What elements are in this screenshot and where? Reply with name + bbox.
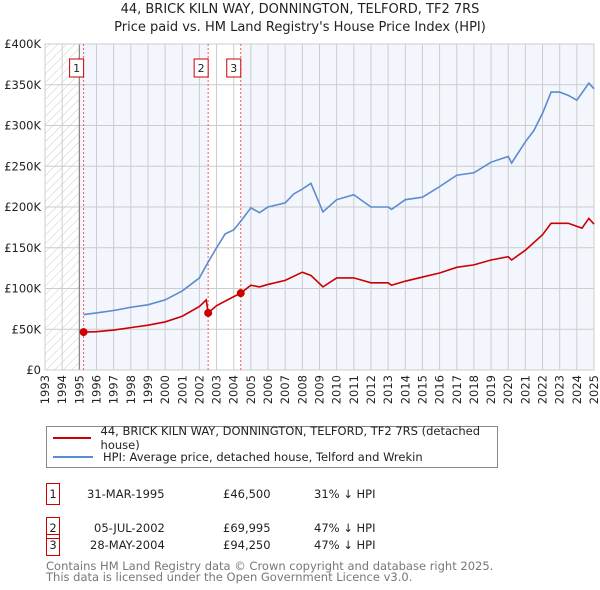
x-tick-label: 1998: [124, 375, 138, 404]
sale-1-point: [79, 328, 88, 337]
y-tick-label: £400K: [4, 37, 41, 51]
sale-hpi: 47% ↓ HPI: [314, 521, 376, 535]
y-tick-label: £100K: [4, 282, 41, 296]
footer-line-2: This data is licensed under the Open Gov…: [46, 570, 413, 584]
sale-marker-2: 2: [46, 517, 60, 539]
legend-swatch-blue: [53, 456, 93, 458]
sale-price: £94,250: [223, 538, 271, 552]
x-tick-label: 2020: [501, 375, 515, 404]
y-tick-label: £250K: [4, 159, 41, 173]
x-tick-label: 2022: [536, 375, 550, 404]
legend-label: HPI: Average price, detached house, Telf…: [103, 450, 423, 464]
sale-marker-3: 3: [46, 534, 60, 556]
footer-attribution: Contains HM Land Registry data © Crown c…: [46, 559, 494, 584]
x-tick-label: 2006: [261, 375, 275, 404]
x-tick-label: 1999: [141, 375, 155, 404]
x-tick-label: 2010: [330, 375, 344, 404]
sale-3-point: [236, 289, 245, 298]
x-tick-label: 2014: [398, 375, 412, 404]
x-tick-label: 1997: [107, 375, 121, 404]
chart-title: 44, BRICK KILN WAY, DONNINGTON, TELFORD,…: [120, 2, 480, 17]
legend-label: 44, BRICK KILN WAY, DONNINGTON, TELFORD,…: [100, 424, 481, 452]
price-chart: 1993 1994 1995 1996 1997 1998 1999 2000 2001 2002…: [4, 37, 600, 404]
legend-item-hpi: HPI: Average price, detached house, Telf…: [53, 448, 423, 466]
x-tick-label: 2017: [450, 375, 464, 404]
property-price-line: [83, 217, 595, 333]
x-tick-label: 2023: [553, 375, 567, 404]
legend: 44, BRICK KILN WAY, DONNINGTON, TELFORD,…: [46, 424, 498, 468]
sale-date: 31-MAR-1995: [87, 487, 165, 501]
x-tick-label: 2007: [278, 375, 292, 404]
sale-row-1: 1 31-MAR-1995 £46,500 31% ↓ HPI: [46, 483, 546, 505]
sale-2-marker-label: 2: [198, 62, 205, 75]
x-tick-label: 1993: [38, 375, 52, 404]
y-tick-label: £150K: [4, 241, 41, 255]
sale-date: 28-MAY-2004: [90, 538, 165, 552]
sale-3-marker-box: [226, 58, 242, 78]
x-tick-label: 1994: [55, 375, 69, 404]
legend-item-property: 44, BRICK KILN WAY, DONNINGTON, TELFORD,…: [53, 424, 497, 452]
x-tick-label: 2012: [364, 375, 378, 404]
x-tick-label: 2003: [210, 375, 224, 404]
x-tick-label: 1995: [72, 375, 86, 404]
sale-hpi: 31% ↓ HPI: [314, 487, 376, 501]
sale-2-marker-box: [193, 58, 209, 78]
x-tick-label: 2018: [467, 375, 481, 404]
sale-hpi: 47% ↓ HPI: [314, 538, 376, 552]
x-tick-label: 2021: [518, 375, 532, 404]
hpi-line: [83, 81, 595, 316]
sale-row-2: 2 05-JUL-2002 £69,995 47% ↓ HPI: [46, 517, 546, 539]
sale-date: 05-JUL-2002: [94, 521, 165, 535]
footer-line-1: Contains HM Land Registry data © Crown c…: [46, 559, 494, 573]
y-tick-label: £350K: [4, 78, 41, 92]
plot-border: [44, 43, 595, 371]
x-tick-label: 2025: [587, 375, 600, 404]
x-tick-label: 2015: [415, 375, 429, 404]
sale-price: £69,995: [223, 521, 271, 535]
x-tick-label: 2016: [433, 375, 447, 404]
sale-1-marker-box: [69, 58, 85, 78]
y-tick-label: £0: [26, 363, 41, 377]
sale-3-marker-label: 3: [230, 62, 237, 75]
sale-marker-1: 1: [46, 483, 60, 505]
x-tick-label: 2019: [484, 375, 498, 404]
sale-1-marker-label: 1: [73, 62, 80, 75]
x-tick-label: 2013: [381, 375, 395, 404]
sale-2-point: [204, 308, 213, 317]
x-tick-label: 2000: [158, 375, 172, 404]
legend-swatch-red: [53, 437, 91, 439]
sale-price: £46,500: [223, 487, 271, 501]
x-tick-label: 2024: [570, 375, 584, 404]
x-tick-label: 2001: [175, 375, 189, 404]
x-tick-label: 2008: [295, 375, 309, 404]
y-tick-label: £200K: [4, 200, 41, 214]
x-tick-label: 2009: [313, 375, 327, 404]
y-tick-label: £300K: [4, 119, 41, 133]
chart-subtitle: Price paid vs. HM Land Registry's House …: [114, 20, 486, 35]
x-tick-label: 1996: [89, 375, 103, 404]
y-tick-label: £50K: [12, 322, 42, 336]
x-tick-label: 2011: [347, 375, 361, 404]
x-tick-label: 2002: [192, 375, 206, 404]
x-tick-label: 2005: [244, 375, 258, 404]
x-tick-label: 2004: [227, 375, 241, 404]
